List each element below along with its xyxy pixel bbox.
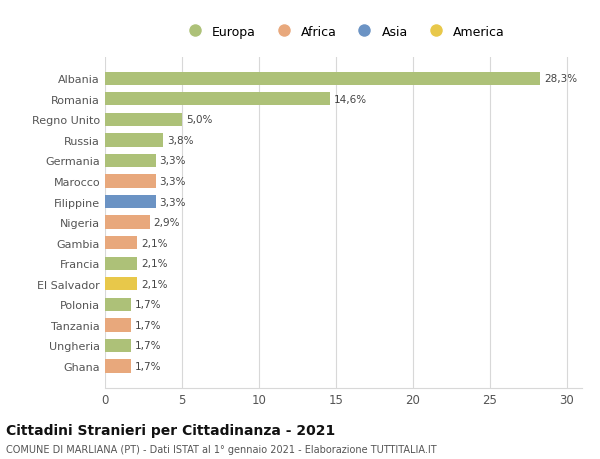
Text: 28,3%: 28,3% xyxy=(544,74,577,84)
Text: 3,3%: 3,3% xyxy=(160,177,186,187)
Text: 3,3%: 3,3% xyxy=(160,197,186,207)
Bar xyxy=(105,278,137,291)
Text: 5,0%: 5,0% xyxy=(186,115,212,125)
Text: 3,3%: 3,3% xyxy=(160,156,186,166)
Bar xyxy=(105,298,131,311)
Bar xyxy=(105,154,156,168)
Bar xyxy=(105,93,329,106)
Bar xyxy=(105,134,163,147)
Bar xyxy=(105,216,149,230)
Text: 2,1%: 2,1% xyxy=(141,279,167,289)
Text: 1,7%: 1,7% xyxy=(135,320,161,330)
Text: 1,7%: 1,7% xyxy=(135,300,161,310)
Bar xyxy=(105,257,137,270)
Bar xyxy=(105,339,131,353)
Text: 1,7%: 1,7% xyxy=(135,341,161,351)
Bar xyxy=(105,113,182,127)
Text: 2,9%: 2,9% xyxy=(154,218,180,228)
Bar xyxy=(105,175,156,188)
Legend: Europa, Africa, Asia, America: Europa, Africa, Asia, America xyxy=(177,21,510,44)
Text: 1,7%: 1,7% xyxy=(135,361,161,371)
Bar xyxy=(105,196,156,209)
Text: Cittadini Stranieri per Cittadinanza - 2021: Cittadini Stranieri per Cittadinanza - 2… xyxy=(6,423,335,437)
Bar xyxy=(105,236,137,250)
Bar xyxy=(105,73,541,86)
Text: 3,8%: 3,8% xyxy=(167,135,194,146)
Bar xyxy=(105,359,131,373)
Text: 2,1%: 2,1% xyxy=(141,258,167,269)
Text: 14,6%: 14,6% xyxy=(334,95,367,105)
Text: 2,1%: 2,1% xyxy=(141,238,167,248)
Bar xyxy=(105,319,131,332)
Text: COMUNE DI MARLIANA (PT) - Dati ISTAT al 1° gennaio 2021 - Elaborazione TUTTITALI: COMUNE DI MARLIANA (PT) - Dati ISTAT al … xyxy=(6,444,437,454)
